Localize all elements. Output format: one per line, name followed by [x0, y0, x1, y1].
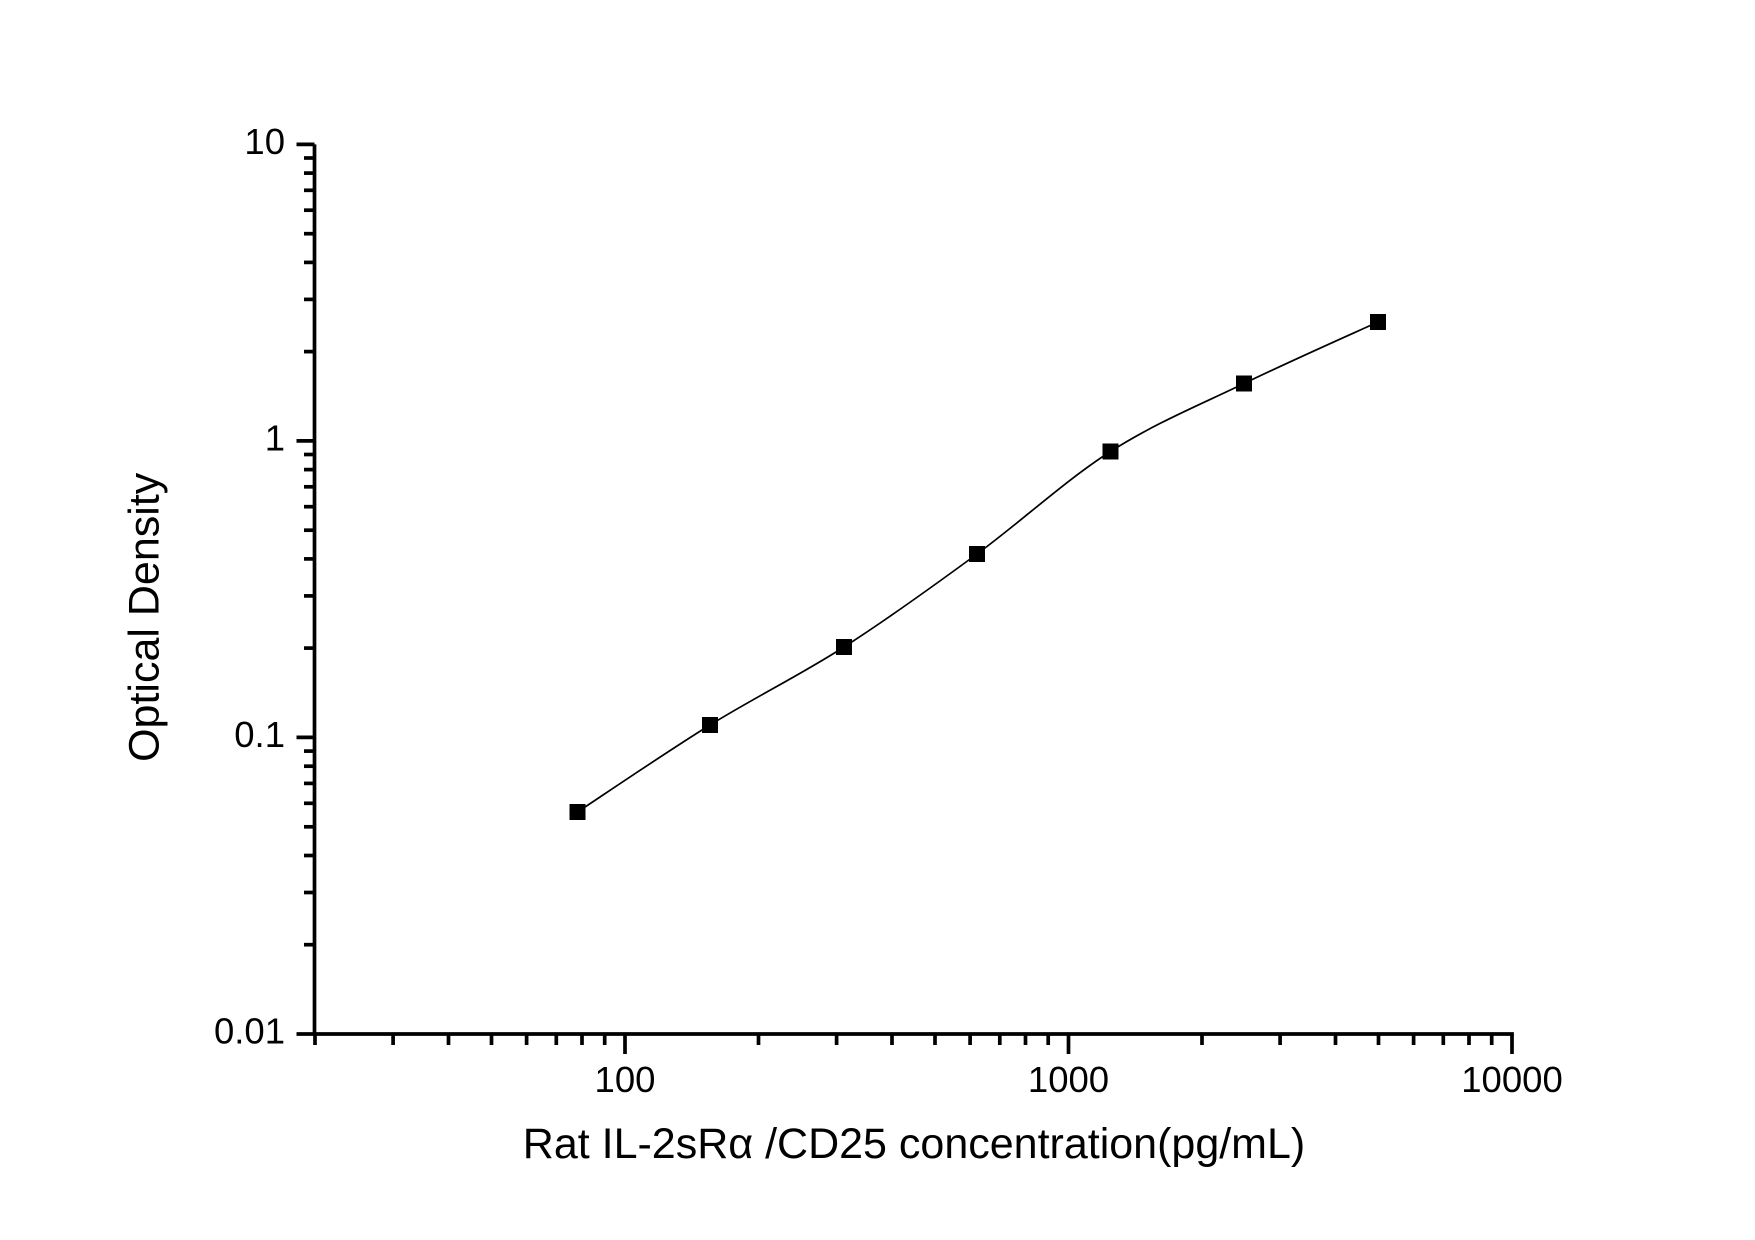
svg-text:Rat IL-2sRα /CD25 concentratio: Rat IL-2sRα /CD25 concentration(pg/mL)	[523, 1120, 1305, 1168]
svg-text:Optical Density: Optical Density	[121, 472, 169, 762]
svg-text:1000: 1000	[1028, 1059, 1109, 1100]
svg-text:10000: 10000	[1461, 1059, 1563, 1100]
svg-text:100: 100	[595, 1059, 656, 1100]
svg-text:0.1: 0.1	[234, 714, 285, 755]
svg-text:0.01: 0.01	[214, 1011, 285, 1052]
svg-text:10: 10	[244, 121, 285, 162]
svg-text:1: 1	[265, 418, 285, 459]
